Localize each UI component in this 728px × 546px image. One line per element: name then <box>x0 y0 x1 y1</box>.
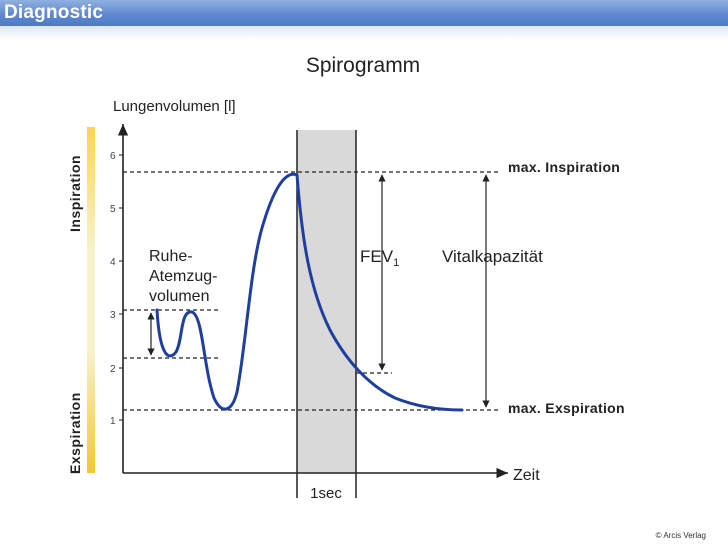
y-tick-label: 1 <box>110 416 116 427</box>
spirogram-curve <box>155 172 464 412</box>
header-bar: Diagnostic <box>0 0 728 26</box>
vital-capacity-label: Vitalkapazität <box>442 247 543 266</box>
y-tick-label: 3 <box>110 310 116 321</box>
y-ticks: 1 2 3 4 5 6 <box>110 151 123 427</box>
fev1-label-main: FEV <box>360 247 394 266</box>
tidal-volume-label: Ruhe- Atemzug- volumen <box>149 248 217 305</box>
header-title: Diagnostic <box>4 2 104 23</box>
time-window-band <box>297 130 356 473</box>
copyright-notice: © Arcis Verlag <box>655 531 706 540</box>
y-axis-label: Lungenvolumen [l] <box>113 98 236 115</box>
tidal-volume-label-line: Ruhe- <box>149 248 193 265</box>
tidal-volume-label-line: volumen <box>149 288 209 305</box>
side-label-inspiration: Inspiration <box>67 155 83 232</box>
max-inspiration-label: max. Inspiration <box>508 159 620 175</box>
diagram-title: Spirogramm <box>306 54 420 77</box>
y-tick-label: 4 <box>110 257 116 268</box>
y-tick-label: 5 <box>110 204 116 215</box>
x-axis-label: Zeit <box>513 467 540 484</box>
max-expiration-label: max. Exspiration <box>508 400 625 416</box>
time-window-label: 1sec <box>310 485 342 502</box>
fev1-label-subscript: 1 <box>393 257 399 269</box>
fev1-label: FEV1 <box>360 247 399 269</box>
y-tick-label: 6 <box>110 151 116 162</box>
tidal-volume-label-line: Atemzug- <box>149 268 217 285</box>
side-label-expiration: Exspiration <box>67 392 83 474</box>
header-fade <box>0 26 728 40</box>
side-gradient-bar <box>87 127 95 473</box>
y-tick-label: 2 <box>110 364 116 375</box>
